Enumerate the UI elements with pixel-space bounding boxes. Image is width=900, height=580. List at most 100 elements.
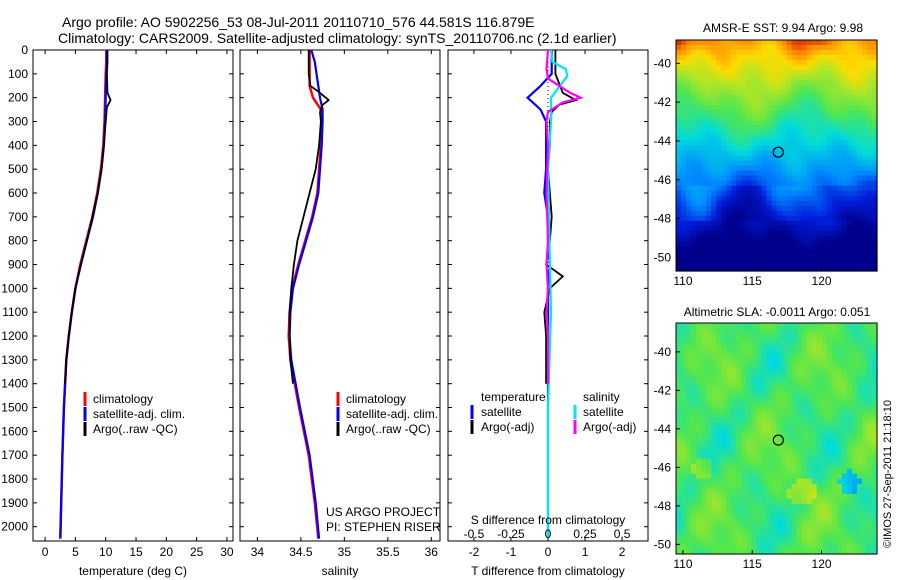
heatmap-cell <box>796 438 803 445</box>
heatmap-cell <box>826 185 833 192</box>
heatmap-cell <box>821 338 828 344</box>
heatmap-cell <box>681 378 687 384</box>
heatmap-cell <box>776 150 783 157</box>
heatmap-cell <box>821 225 828 232</box>
difference-yticks <box>448 49 648 528</box>
heatmap-cell <box>691 50 697 56</box>
heatmap-cell <box>741 245 747 252</box>
heatmap-cell <box>771 70 778 76</box>
heatmap-cell <box>721 260 727 267</box>
heatmap-cell <box>746 70 752 76</box>
heatmap-cell <box>721 125 727 131</box>
heatmap-cell <box>821 215 828 222</box>
heatmap-cell <box>716 230 722 237</box>
heatmap-cell <box>776 130 783 137</box>
heatmap-cell <box>821 443 828 450</box>
heatmap-cell <box>761 353 768 359</box>
heatmap-cell <box>721 60 727 66</box>
heatmap-cell <box>736 200 742 207</box>
heatmap-cell <box>741 518 747 525</box>
heatmap-cell <box>861 363 868 369</box>
heatmap-cell <box>871 145 878 152</box>
heatmap-cell <box>836 80 843 86</box>
heatmap-cell <box>836 160 843 167</box>
heatmap-cell <box>856 468 863 475</box>
heatmap-cell <box>696 488 702 495</box>
heatmap-cell <box>736 145 742 152</box>
heatmap-cell <box>776 230 783 237</box>
heatmap-cell <box>686 328 692 334</box>
heatmap-cell <box>826 518 833 525</box>
s-difference-label: S difference from climatology <box>471 513 626 527</box>
heatmap-cell <box>771 100 778 106</box>
heatmap-cell <box>766 125 773 131</box>
heatmap-cell <box>791 265 798 272</box>
heatmap-cell <box>801 448 808 455</box>
heatmap-cell <box>686 65 692 71</box>
heatmap-cell <box>691 538 697 545</box>
heatmap-cell <box>766 55 773 61</box>
heatmap-cell <box>751 170 758 177</box>
heatmap-cell <box>831 200 838 207</box>
heatmap-cell <box>771 458 778 465</box>
heatmap-cell <box>736 240 742 247</box>
heatmap-cell <box>806 433 813 440</box>
heatmap-cell <box>861 120 868 126</box>
heatmap-cell <box>771 523 778 530</box>
heatmap-cell <box>726 438 732 445</box>
heatmap-cell <box>836 165 843 172</box>
ytick-label: 0 <box>21 43 28 57</box>
legend-label-s-argo: Argo(-adj) <box>583 420 636 434</box>
heatmap-cell <box>841 423 848 430</box>
heatmap-cell <box>771 65 778 71</box>
heatmap-cell <box>781 50 788 56</box>
heatmap-cell <box>851 70 858 76</box>
heatmap-cell <box>681 523 687 530</box>
heatmap-cell <box>856 85 863 91</box>
heatmap-cell <box>761 363 768 369</box>
heatmap-cell <box>731 463 737 470</box>
heatmap-cell <box>871 115 878 121</box>
heatmap-cell <box>851 458 858 465</box>
heatmap-cell <box>871 65 878 71</box>
heatmap-cell <box>751 413 758 420</box>
heatmap-cell <box>746 180 752 187</box>
heatmap-cell <box>756 358 763 364</box>
heatmap-cell <box>861 423 868 430</box>
heatmap-cell <box>796 428 803 435</box>
heatmap-cell <box>796 115 803 121</box>
heatmap-cell <box>716 548 722 555</box>
heatmap-cell <box>811 40 818 46</box>
heatmap-cell <box>731 250 737 257</box>
heatmap-cell <box>681 115 687 121</box>
heatmap-cell <box>736 388 742 394</box>
heatmap-cell <box>726 483 732 490</box>
heatmap-cell <box>826 468 833 475</box>
heatmap-cell <box>686 448 692 455</box>
heatmap-cell <box>696 478 702 485</box>
heatmap-cell <box>736 358 742 364</box>
heatmap-cell <box>791 255 798 262</box>
heatmap-cell <box>841 245 848 252</box>
heatmap-cell <box>776 65 783 71</box>
heatmap-cell <box>836 423 843 430</box>
heatmap-cell <box>706 353 712 359</box>
heatmap-cell <box>706 528 712 535</box>
heatmap-cell <box>716 205 722 212</box>
heatmap-cell <box>756 205 763 212</box>
heatmap-cell <box>726 433 732 440</box>
heatmap-cell <box>801 543 808 550</box>
heatmap-cell <box>786 383 793 389</box>
heatmap-cell <box>806 205 813 212</box>
heatmap-cell <box>691 255 697 262</box>
heatmap-cell <box>706 190 712 197</box>
heatmap-cell <box>786 468 793 475</box>
salinity-panel: 34 34.5 35 35.5 36 salinity climatology sate… <box>239 49 441 578</box>
heatmap-cell <box>746 265 752 272</box>
ytick-label: 1000 <box>1 281 28 295</box>
heatmap-cell <box>756 255 763 262</box>
heatmap-cell <box>726 125 732 131</box>
map-ytick-label: -48 <box>654 212 672 226</box>
heatmap-cell <box>831 378 838 384</box>
heatmap-cell <box>841 528 848 535</box>
